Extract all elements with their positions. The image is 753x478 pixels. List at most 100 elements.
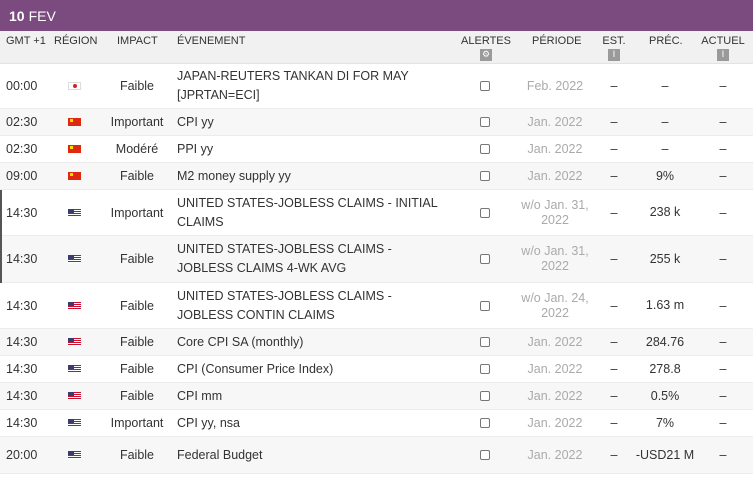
event-actual: – xyxy=(719,335,727,349)
event-name[interactable]: UNITED STATES-JOBLESS CLAIMS - INITIAL C… xyxy=(177,195,438,229)
table-row[interactable]: 14:30 Faible UNITED STATES-JOBLESS CLAIMS … xyxy=(0,236,753,283)
event-alert xyxy=(474,190,496,235)
us-flag-icon xyxy=(67,392,81,400)
cn-flag-icon xyxy=(67,118,81,126)
event-period: Jan. 2022 xyxy=(527,415,583,430)
row-marker xyxy=(0,236,2,283)
event-estimate: – xyxy=(610,79,618,93)
date-bar: 10 FEV xyxy=(0,0,753,31)
table-row[interactable]: 14:30 Faible CPI mm Jan. 2022 – 0.5% – xyxy=(0,383,753,410)
event-region xyxy=(60,109,88,135)
event-period: Jan. 2022 xyxy=(527,114,583,129)
table-row[interactable]: 02:30 Important CPI yy Jan. 2022 – – – xyxy=(0,109,753,136)
event-time: 14:30 xyxy=(6,362,38,376)
event-impact: Important xyxy=(110,205,164,220)
event-period: w/o Jan. 24, 2022 xyxy=(521,290,589,320)
event-estimate: – xyxy=(610,335,618,349)
table-row[interactable]: 00:00 Faible JAPAN-REUTERS TANKAN DI FOR M… xyxy=(0,64,753,109)
header-impact[interactable]: IMPACT xyxy=(117,35,158,47)
us-flag-icon xyxy=(67,338,81,346)
event-time: 20:00 xyxy=(6,448,38,462)
event-period: Jan. 2022 xyxy=(527,388,583,403)
alert-checkbox[interactable] xyxy=(480,337,490,347)
event-name[interactable]: JAPAN-REUTERS TANKAN DI FOR MAY [JPRTAN=… xyxy=(177,69,409,102)
gear-icon[interactable]: ⚙ xyxy=(480,49,492,61)
table-header: GMT +1 RÉGION IMPACT ÉVENEMENT ALERTES ⚙… xyxy=(0,31,753,64)
alert-checkbox[interactable] xyxy=(480,450,490,460)
header-alerts[interactable]: ALERTES ⚙ xyxy=(461,35,511,61)
event-name[interactable]: Core CPI SA (monthly) xyxy=(177,334,304,349)
header-prec[interactable]: PRÉC. xyxy=(649,35,683,47)
event-name[interactable]: CPI (Consumer Price Index) xyxy=(177,361,334,376)
info-icon[interactable]: i xyxy=(717,49,729,61)
event-region xyxy=(60,329,88,355)
table-row[interactable]: 14:30 Faible CPI (Consumer Price Index) Jan… xyxy=(0,356,753,383)
table-row[interactable]: 02:30 Modéré PPI yy Jan. 2022 – – – xyxy=(0,136,753,163)
event-period: w/o Jan. 31, 2022 xyxy=(521,197,589,227)
alert-checkbox[interactable] xyxy=(480,254,490,264)
event-alert xyxy=(474,283,496,328)
event-actual: – xyxy=(719,448,727,462)
header-time[interactable]: GMT +1 xyxy=(6,35,46,47)
date-day: 10 xyxy=(9,7,25,24)
event-alert xyxy=(474,236,496,282)
event-time: 00:00 xyxy=(6,79,38,93)
cn-flag-icon xyxy=(67,172,81,180)
event-estimate: – xyxy=(610,362,618,376)
table-row[interactable]: 14:30 Important UNITED STATES-JOBLESS CLAI… xyxy=(0,190,753,236)
alert-checkbox[interactable] xyxy=(480,81,490,91)
table-row[interactable]: 20:00 Faible Federal Budget Jan. 2022 – -USD2… xyxy=(0,437,753,474)
event-period: w/o Jan. 31, 2022 xyxy=(521,244,589,273)
event-region xyxy=(60,236,88,282)
event-time: 14:30 xyxy=(6,389,38,403)
event-previous: 238 k xyxy=(649,205,681,219)
event-name[interactable]: PPI yy xyxy=(177,141,214,156)
event-previous: – xyxy=(661,78,669,93)
alert-checkbox[interactable] xyxy=(480,391,490,401)
alert-checkbox[interactable] xyxy=(480,418,490,428)
alert-checkbox[interactable] xyxy=(480,300,490,311)
event-estimate: – xyxy=(610,389,618,403)
event-previous: -USD21 M xyxy=(635,447,695,462)
event-actual: – xyxy=(719,416,727,430)
event-estimate: – xyxy=(610,142,618,156)
table-row[interactable]: 14:30 Important CPI yy, nsa Jan. 2022 – 7% – xyxy=(0,410,753,437)
info-icon[interactable]: i xyxy=(608,49,620,61)
event-time: 14:30 xyxy=(6,416,38,430)
event-name[interactable]: M2 money supply yy xyxy=(177,168,291,183)
event-region xyxy=(60,410,88,436)
event-actual: – xyxy=(719,169,727,183)
event-name[interactable]: UNITED STATES-JOBLESS CLAIMS - JOBLESS C… xyxy=(177,242,392,275)
event-time: 09:00 xyxy=(6,169,38,183)
event-name[interactable]: UNITED STATES-JOBLESS CLAIMS - JOBLESS C… xyxy=(177,288,392,322)
header-est[interactable]: EST. i xyxy=(600,35,628,61)
event-previous: – xyxy=(661,114,669,129)
header-actual[interactable]: ACTUEL i xyxy=(700,35,746,61)
table-row[interactable]: 14:30 Faible UNITED STATES-JOBLESS CLAIMS … xyxy=(0,283,753,329)
event-name[interactable]: Federal Budget xyxy=(177,447,263,462)
event-impact: Important xyxy=(110,115,164,129)
header-region[interactable]: RÉGION xyxy=(54,35,98,47)
us-flag-icon xyxy=(67,451,81,459)
event-estimate: – xyxy=(610,115,618,129)
header-period[interactable]: PÉRIODE xyxy=(532,35,582,47)
alert-checkbox[interactable] xyxy=(480,117,490,127)
header-event[interactable]: ÉVENEMENT xyxy=(177,35,246,47)
table-row[interactable]: 09:00 Faible M2 money supply yy Jan. 2022 – 9… xyxy=(0,163,753,190)
event-period: Jan. 2022 xyxy=(527,141,583,156)
event-actual: – xyxy=(719,298,727,313)
event-estimate: – xyxy=(610,169,618,183)
event-region xyxy=(60,136,88,162)
event-region xyxy=(60,437,88,473)
event-alert xyxy=(474,329,496,355)
event-name[interactable]: CPI yy, nsa xyxy=(177,415,240,430)
alert-checkbox[interactable] xyxy=(480,144,490,154)
event-name[interactable]: CPI yy xyxy=(177,114,214,129)
alert-checkbox[interactable] xyxy=(480,171,490,181)
event-previous: – xyxy=(661,141,669,156)
alert-checkbox[interactable] xyxy=(480,364,490,374)
event-time: 14:30 xyxy=(6,252,38,266)
table-row[interactable]: 14:30 Faible Core CPI SA (monthly) Jan. 202… xyxy=(0,329,753,356)
event-name[interactable]: CPI mm xyxy=(177,388,223,403)
alert-checkbox[interactable] xyxy=(480,207,490,218)
